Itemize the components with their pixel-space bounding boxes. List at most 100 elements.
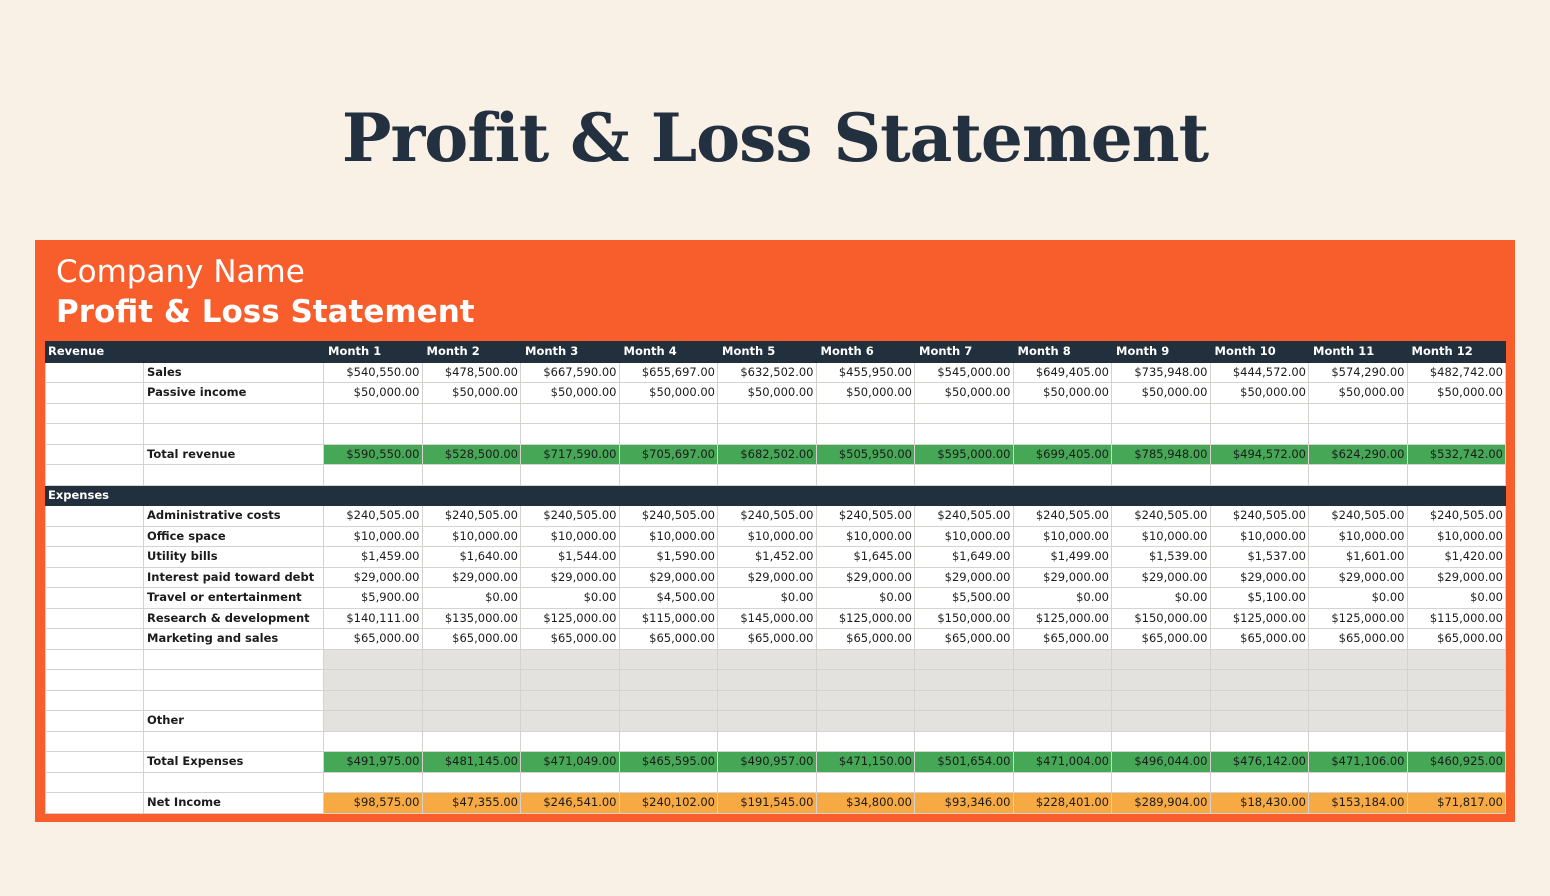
value-cell[interactable]: $10,000.00 xyxy=(1406,525,1506,547)
value-cell[interactable]: $125,000.00 xyxy=(1012,607,1112,629)
row-label-cell[interactable]: Other xyxy=(143,710,324,732)
value-cell[interactable] xyxy=(914,730,1014,752)
value-cell[interactable] xyxy=(520,464,620,486)
row-gutter-cell[interactable] xyxy=(45,566,144,588)
row-gutter-cell[interactable] xyxy=(45,402,144,424)
value-cell[interactable] xyxy=(520,669,620,691)
value-cell[interactable] xyxy=(1012,464,1112,486)
value-cell[interactable]: $0.00 xyxy=(520,587,620,609)
row-gutter-cell[interactable] xyxy=(45,771,144,793)
value-cell[interactable]: $595,000.00 xyxy=(914,443,1014,465)
value-cell[interactable]: $47,355.00 xyxy=(421,792,521,814)
value-cell[interactable] xyxy=(323,423,423,445)
value-cell[interactable] xyxy=(1308,648,1408,670)
value-cell[interactable] xyxy=(815,771,915,793)
value-cell[interactable]: $65,000.00 xyxy=(914,628,1014,650)
value-cell[interactable]: $65,000.00 xyxy=(1308,628,1408,650)
row-gutter-cell[interactable] xyxy=(45,382,144,404)
value-cell[interactable]: $240,505.00 xyxy=(618,505,718,527)
value-cell[interactable]: $29,000.00 xyxy=(815,566,915,588)
row-gutter-cell[interactable] xyxy=(45,628,144,650)
value-cell[interactable] xyxy=(618,730,718,752)
value-cell[interactable] xyxy=(914,464,1014,486)
row-gutter-cell[interactable] xyxy=(45,464,144,486)
row-label-cell[interactable]: Marketing and sales xyxy=(143,628,324,650)
value-cell[interactable]: $0.00 xyxy=(1012,587,1112,609)
value-cell[interactable]: $29,000.00 xyxy=(1111,566,1211,588)
value-cell[interactable] xyxy=(914,648,1014,670)
value-cell[interactable]: $785,948.00 xyxy=(1111,443,1211,465)
value-cell[interactable]: $29,000.00 xyxy=(520,566,620,588)
value-cell[interactable]: $460,925.00 xyxy=(1406,751,1506,773)
row-gutter-cell[interactable] xyxy=(45,443,144,465)
value-cell[interactable]: $10,000.00 xyxy=(717,525,817,547)
value-cell[interactable]: $65,000.00 xyxy=(1111,628,1211,650)
value-cell[interactable]: $125,000.00 xyxy=(815,607,915,629)
value-cell[interactable] xyxy=(618,648,718,670)
row-gutter-cell[interactable] xyxy=(45,710,144,732)
value-cell[interactable]: $10,000.00 xyxy=(1209,525,1309,547)
row-gutter-cell[interactable] xyxy=(45,689,144,711)
value-cell[interactable] xyxy=(520,710,620,732)
value-cell[interactable]: $1,459.00 xyxy=(323,546,423,568)
value-cell[interactable]: $699,405.00 xyxy=(1012,443,1112,465)
row-label-cell[interactable]: Office space xyxy=(143,525,324,547)
value-cell[interactable] xyxy=(815,730,915,752)
value-cell[interactable]: $29,000.00 xyxy=(717,566,817,588)
value-cell[interactable]: $98,575.00 xyxy=(323,792,423,814)
value-cell[interactable]: $10,000.00 xyxy=(1308,525,1408,547)
row-label-cell[interactable] xyxy=(143,423,324,445)
value-cell[interactable]: $65,000.00 xyxy=(1209,628,1309,650)
value-cell[interactable]: $240,505.00 xyxy=(1012,505,1112,527)
value-cell[interactable]: $465,595.00 xyxy=(618,751,718,773)
value-cell[interactable] xyxy=(1406,730,1506,752)
value-cell[interactable] xyxy=(421,464,521,486)
value-cell[interactable]: $50,000.00 xyxy=(1209,382,1309,404)
value-cell[interactable] xyxy=(1111,669,1211,691)
value-cell[interactable]: $682,502.00 xyxy=(717,443,817,465)
value-cell[interactable]: $29,000.00 xyxy=(914,566,1014,588)
value-cell[interactable] xyxy=(1209,771,1309,793)
value-cell[interactable] xyxy=(1012,423,1112,445)
value-cell[interactable]: $501,654.00 xyxy=(914,751,1014,773)
value-cell[interactable]: $1,452.00 xyxy=(717,546,817,568)
row-label-cell[interactable]: Research & development xyxy=(143,607,324,629)
row-label-cell[interactable]: Net Income xyxy=(143,792,324,814)
value-cell[interactable]: $71,817.00 xyxy=(1406,792,1506,814)
value-cell[interactable] xyxy=(1209,669,1309,691)
value-cell[interactable]: $29,000.00 xyxy=(421,566,521,588)
value-cell[interactable] xyxy=(914,771,1014,793)
value-cell[interactable] xyxy=(421,689,521,711)
value-cell[interactable]: $93,346.00 xyxy=(914,792,1014,814)
value-cell[interactable]: $10,000.00 xyxy=(323,525,423,547)
value-cell[interactable]: $1,539.00 xyxy=(1111,546,1211,568)
value-cell[interactable]: $50,000.00 xyxy=(618,382,718,404)
value-cell[interactable]: $125,000.00 xyxy=(1308,607,1408,629)
value-cell[interactable] xyxy=(1308,423,1408,445)
value-cell[interactable]: $150,000.00 xyxy=(1111,607,1211,629)
value-cell[interactable] xyxy=(1406,402,1506,424)
value-cell[interactable]: $240,505.00 xyxy=(421,505,521,527)
value-cell[interactable] xyxy=(1308,402,1408,424)
value-cell[interactable]: $50,000.00 xyxy=(520,382,620,404)
value-cell[interactable]: $50,000.00 xyxy=(815,382,915,404)
value-cell[interactable]: $50,000.00 xyxy=(914,382,1014,404)
value-cell[interactable]: $150,000.00 xyxy=(914,607,1014,629)
value-cell[interactable]: $10,000.00 xyxy=(520,525,620,547)
value-cell[interactable]: $5,900.00 xyxy=(323,587,423,609)
row-gutter-cell[interactable] xyxy=(45,730,144,752)
value-cell[interactable]: $0.00 xyxy=(1111,587,1211,609)
value-cell[interactable] xyxy=(421,423,521,445)
value-cell[interactable] xyxy=(1111,648,1211,670)
value-cell[interactable]: $10,000.00 xyxy=(618,525,718,547)
row-gutter-cell[interactable] xyxy=(45,792,144,814)
value-cell[interactable]: $574,290.00 xyxy=(1308,361,1408,383)
value-cell[interactable]: $649,405.00 xyxy=(1012,361,1112,383)
value-cell[interactable]: $4,500.00 xyxy=(618,587,718,609)
row-gutter-cell[interactable] xyxy=(45,607,144,629)
value-cell[interactable]: $1,420.00 xyxy=(1406,546,1506,568)
value-cell[interactable]: $115,000.00 xyxy=(1406,607,1506,629)
value-cell[interactable] xyxy=(618,710,718,732)
value-cell[interactable] xyxy=(1209,402,1309,424)
value-cell[interactable] xyxy=(1111,423,1211,445)
